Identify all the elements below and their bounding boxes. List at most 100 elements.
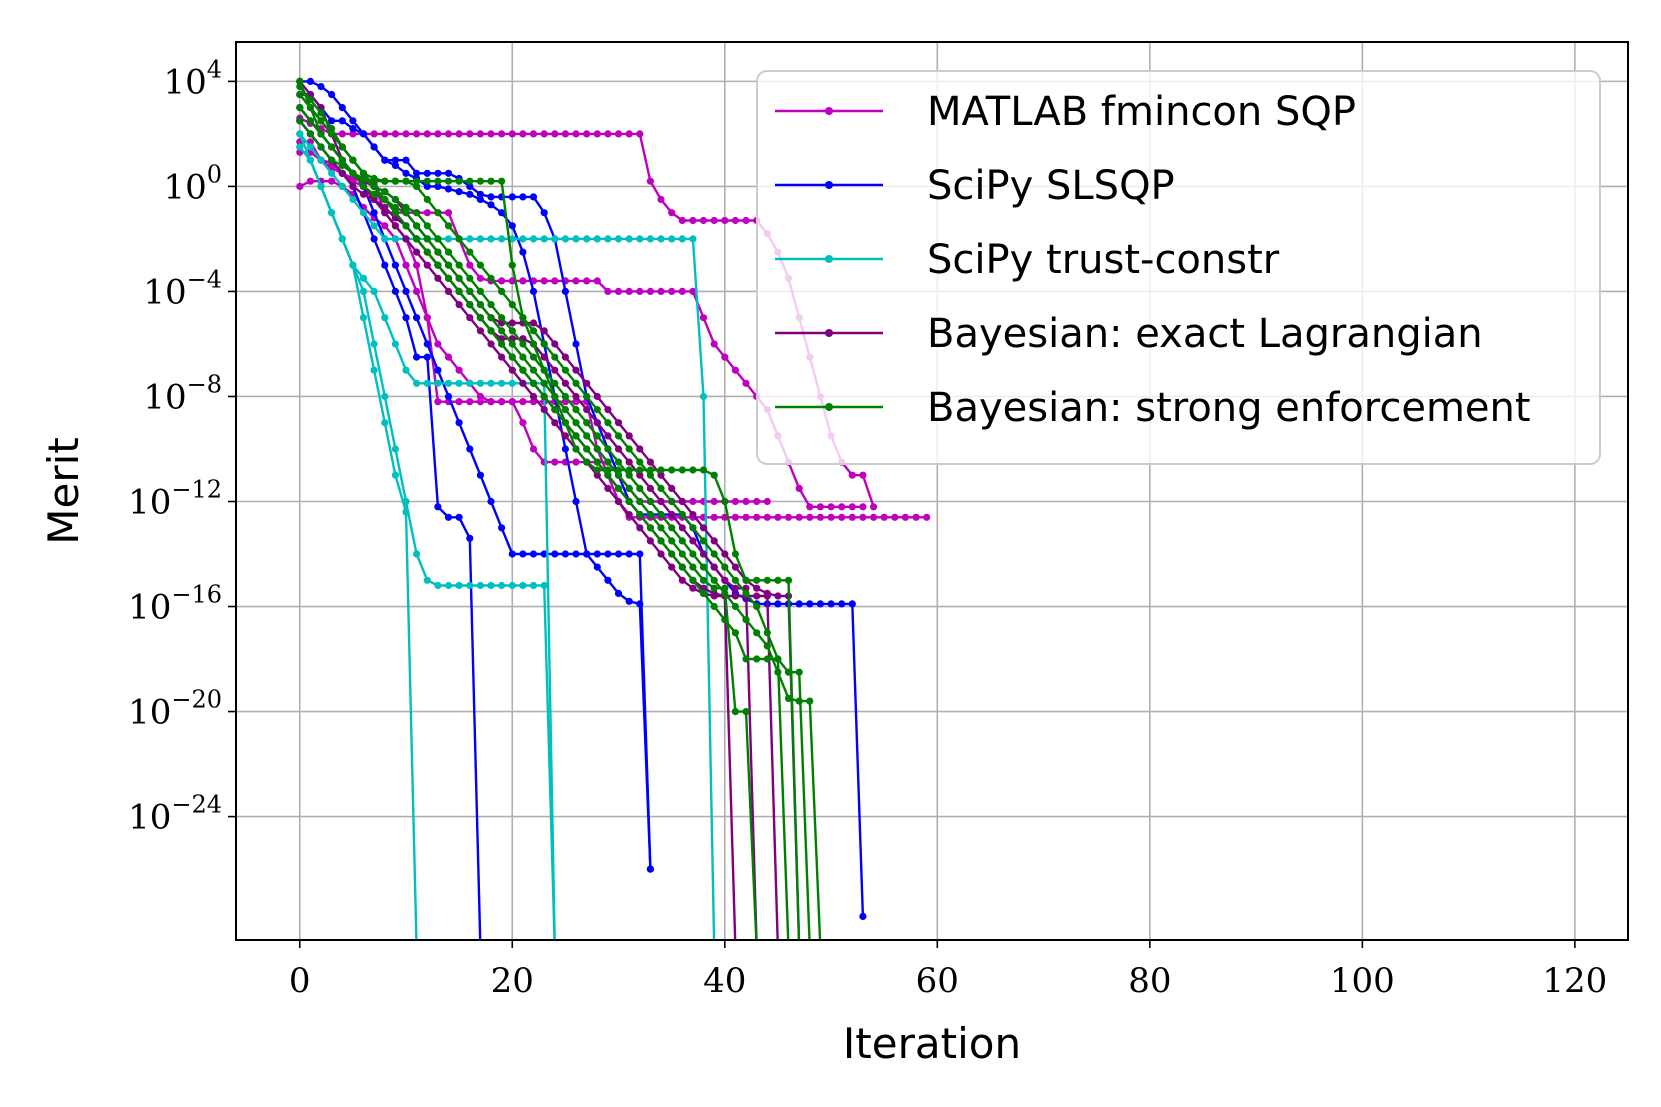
data-point	[529, 130, 538, 138]
data-point	[455, 398, 463, 406]
data-point	[402, 314, 410, 322]
data-point	[689, 524, 697, 532]
series-line	[298, 133, 716, 940]
data-point	[434, 182, 442, 190]
data-point	[466, 182, 474, 190]
data-point	[370, 130, 378, 138]
data-point	[413, 177, 421, 185]
data-point	[646, 497, 655, 506]
data-point	[742, 589, 750, 598]
data-point	[529, 327, 538, 335]
data-point	[508, 398, 516, 406]
data-point	[370, 190, 378, 198]
data-point	[646, 865, 655, 873]
data-point	[391, 156, 399, 164]
data-point	[317, 156, 325, 164]
data-point	[476, 287, 484, 295]
data-point	[604, 235, 612, 243]
data-point	[317, 117, 325, 125]
data-point	[912, 513, 920, 521]
data-point	[402, 222, 410, 230]
data-point	[519, 366, 527, 374]
x-tick-label: 40	[703, 961, 746, 1001]
data-point	[668, 497, 676, 506]
data-point	[593, 130, 601, 138]
data-point	[710, 537, 718, 545]
data-point	[466, 445, 474, 453]
data-point	[593, 550, 601, 558]
data-point	[444, 353, 453, 361]
data-point	[668, 550, 676, 558]
data-point	[498, 398, 506, 406]
data-point	[487, 340, 495, 348]
data-point	[646, 235, 655, 243]
data-point	[381, 156, 389, 164]
data-point	[476, 301, 484, 309]
x-tick-label: 100	[1330, 961, 1395, 1001]
legend-marker	[825, 403, 833, 411]
data-point	[710, 584, 718, 592]
data-point	[466, 287, 474, 295]
y-tick-label: 10−24	[128, 791, 222, 838]
data-point	[306, 117, 314, 125]
data-point	[710, 550, 718, 558]
data-point	[763, 576, 771, 584]
data-point	[444, 235, 453, 243]
data-point	[508, 550, 516, 558]
data-point	[455, 366, 463, 374]
data-point	[816, 600, 825, 608]
data-point	[551, 235, 559, 243]
data-point	[721, 589, 729, 598]
data-point	[508, 327, 516, 335]
data-point	[848, 600, 856, 608]
data-point	[806, 697, 814, 705]
data-point	[402, 156, 410, 164]
data-point	[859, 513, 867, 521]
data-point	[593, 392, 601, 401]
data-point	[359, 169, 368, 177]
data-point	[551, 366, 559, 374]
data-point	[519, 277, 527, 285]
data-point	[731, 592, 740, 600]
data-point	[614, 235, 623, 243]
data-point	[455, 177, 463, 185]
data-point	[540, 366, 548, 374]
data-point	[540, 406, 548, 414]
data-point	[731, 629, 740, 637]
data-point	[753, 602, 761, 611]
data-point	[721, 353, 729, 361]
legend-label: MATLAB fmincon SQP	[927, 89, 1356, 135]
data-point	[646, 510, 655, 519]
data-point	[678, 287, 686, 295]
data-point	[529, 366, 538, 374]
data-point	[381, 188, 389, 196]
data-point	[519, 130, 527, 138]
data-point	[614, 419, 623, 427]
data-point	[328, 156, 336, 164]
data-point	[763, 655, 771, 663]
data-point	[731, 513, 740, 521]
data-point	[625, 510, 633, 519]
data-point	[561, 550, 570, 558]
data-point	[317, 83, 325, 91]
data-point	[328, 169, 336, 177]
data-point	[455, 188, 463, 196]
data-point	[476, 190, 484, 198]
data-point	[604, 484, 612, 492]
data-point	[519, 340, 527, 348]
data-point	[381, 392, 389, 401]
data-point	[625, 287, 633, 295]
data-point	[614, 432, 623, 440]
data-point	[349, 156, 357, 164]
data-point	[413, 235, 421, 243]
data-point	[838, 600, 846, 608]
data-point	[731, 563, 740, 571]
data-point	[678, 537, 686, 545]
data-point	[498, 581, 506, 590]
data-point	[583, 445, 591, 453]
data-point	[306, 156, 314, 164]
data-point	[572, 406, 580, 414]
data-point	[476, 314, 484, 322]
data-point	[827, 503, 835, 511]
legend-label: SciPy SLSQP	[927, 163, 1175, 209]
